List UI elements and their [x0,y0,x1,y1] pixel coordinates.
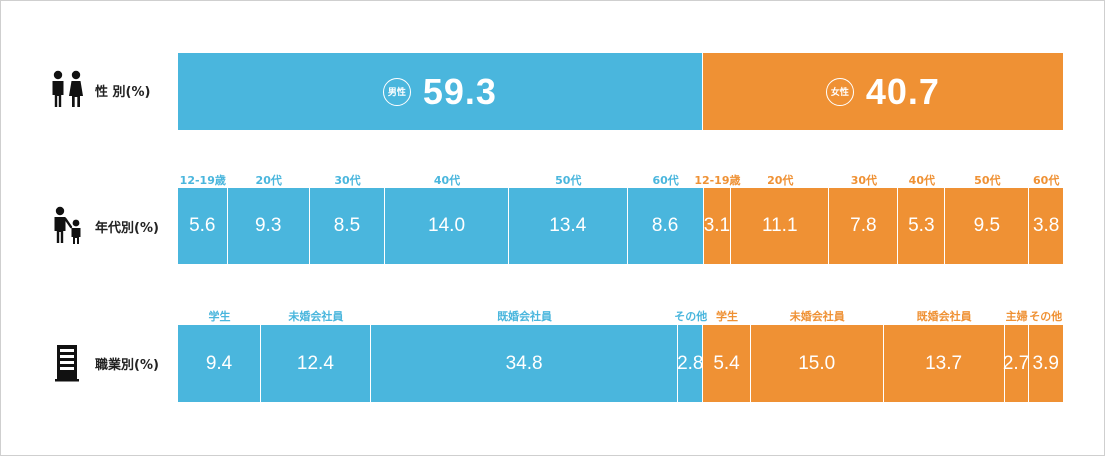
age-value-label: 13.4 [549,215,587,236]
age-category-label: 20代 [767,174,794,187]
age-segment: 5.6 [178,188,228,264]
occupation-segment: 12.4 [261,325,371,402]
occupation-value-label: 12.4 [296,352,334,374]
gender-badge: 女性 [825,77,854,106]
occupation-segment: 2.7 [1002,325,1030,402]
age-value-label: 5.6 [189,215,216,236]
occupation-value-label: 3.9 [1032,352,1059,374]
age-value-label: 8.6 [651,215,679,236]
age-segment: 9.5 [945,188,1030,264]
age-category-label: 60代 [652,174,679,187]
age-segment: 3.1 [703,188,732,264]
occupation-value-label: 5.4 [713,352,740,374]
gender-value-label: 59.3 [422,70,497,112]
age-segment: 5.3 [898,188,946,264]
occupation-segment: 13.7 [883,325,1005,402]
gender-badge: 男性 [382,77,411,106]
age-category-label: 20代 [255,174,282,187]
age-segment: 11.1 [731,188,830,264]
occupation-row-label: 職業別(%) [49,343,159,383]
adult-child-icon [49,206,85,246]
age-category-label: 30代 [850,174,878,187]
age-category-label: 40代 [908,174,935,187]
age-segment: 8.5 [309,188,386,264]
occupation-category-label: 学生 [208,310,231,323]
occupation-category-label: 未婚会社員 [789,310,845,323]
age-segment: 9.3 [227,188,310,264]
age-value-label: 14.0 [428,215,466,236]
age-category-label: 60代 [1033,174,1060,187]
age-value-label: 9.5 [973,215,1001,236]
man-woman-icon [49,70,85,110]
age-category-label: 12-19歳 [179,174,226,187]
occupation-segment: 2.8 [677,325,704,402]
occupation-value-label: 15.0 [798,352,836,374]
age-segment: 8.6 [627,188,704,264]
age-value-label: 3.1 [703,215,731,236]
age-category-label: 12-19歳 [694,174,741,187]
age-value-label: 8.5 [333,215,361,236]
occupation-segment: 9.4 [178,325,262,402]
occupation-category-label: その他 [1029,310,1063,323]
age-value-label: 5.3 [908,215,935,236]
age-segment: 14.0 [385,188,509,264]
gender-segment: 女性 40.7 [702,53,1063,130]
age-segment: 3.8 [1029,188,1063,264]
gender-segment-content: 男性 59.3 [382,70,497,113]
occupation-value-label: 34.8 [505,352,543,374]
age-value-label: 9.3 [254,215,282,236]
age-category-label: 40代 [433,174,461,187]
occupation-segment: 15.0 [750,325,884,402]
occupation-value-label: 2.7 [1002,352,1030,374]
age-segment: 13.4 [508,188,628,264]
age-value-label: 7.8 [850,215,877,236]
occupation-row-label-text: 職業別(%) [95,357,159,373]
gender-row-label: 性 別(%) [49,70,150,110]
occupation-value-label: 2.8 [677,352,704,374]
occupation-segment: 34.8 [370,325,679,402]
occupation-value-label: 13.7 [925,352,963,374]
age-category-label: 50代 [555,174,582,187]
age-segment: 7.8 [829,188,899,264]
occupation-category-label: 未婚会社員 [288,310,344,323]
gender-segment-content: 女性 40.7 [825,70,940,113]
gender-row-label-text: 性 別(%) [95,84,151,100]
gender-segment: 男性 59.3 [178,53,703,130]
age-row-label: 年代別(%) [49,206,159,246]
gender-value-label: 40.7 [865,70,940,112]
occupation-category-label: 既婚会社員 [916,310,972,323]
age-value-label: 11.1 [761,215,798,236]
occupation-value-label: 9.4 [205,352,233,374]
occupation-segment: 5.4 [703,325,751,402]
age-value-label: 3.8 [1032,215,1060,236]
occupation-category-label: その他 [674,310,708,323]
occupation-category-label: 主婦 [1005,310,1028,323]
occupation-segment: 3.9 [1028,325,1063,402]
age-category-label: 30代 [334,174,361,187]
building-icon [49,343,85,383]
age-row-label-text: 年代別(%) [95,220,159,236]
occupation-category-label: 学生 [716,310,739,323]
age-category-label: 50代 [974,174,1001,187]
occupation-category-label: 既婚会社員 [497,310,553,323]
